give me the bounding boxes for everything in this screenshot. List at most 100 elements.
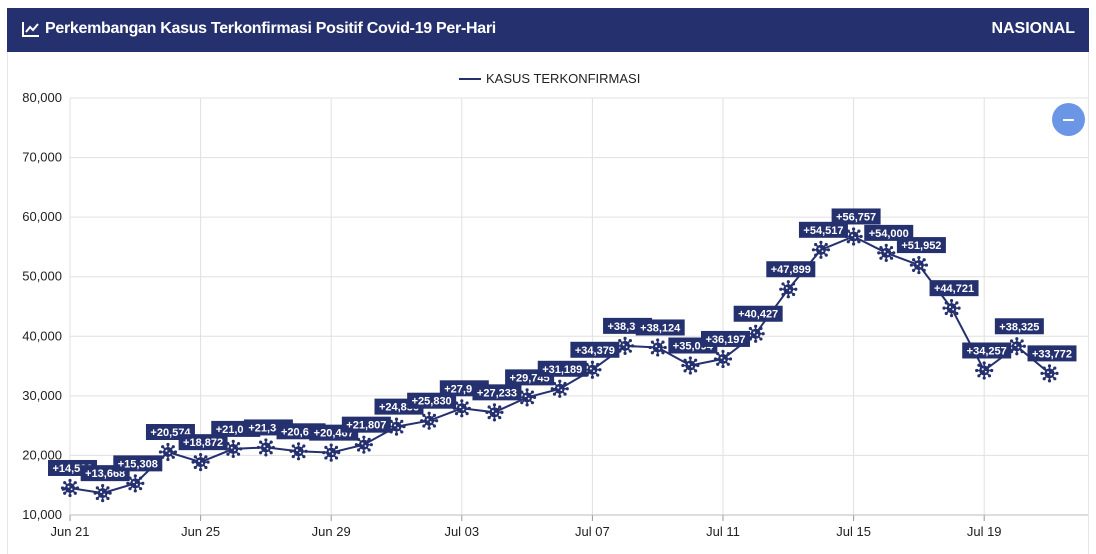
virus-icon[interactable] [877,243,896,262]
virus-icon[interactable] [1040,364,1059,383]
data-label: +40,427 [733,305,783,322]
data-label: +36,197 [701,330,750,347]
y-tick-label: 30,000 [22,388,62,403]
x-tick-label: Jul 07 [575,524,610,539]
data-label: +31,189 [537,360,587,377]
y-tick-label: 50,000 [22,269,62,284]
virus-icon[interactable] [942,299,961,318]
virus-icon[interactable] [811,240,831,259]
virus-icon[interactable] [485,403,504,422]
data-label-box [570,341,620,358]
virus-icon[interactable] [713,349,733,369]
virus-icon[interactable] [583,360,602,379]
data-label-text: +21,807 [346,420,386,432]
data-label-box [341,416,391,433]
y-tick-label: 70,000 [22,150,62,165]
virus-icon[interactable] [648,338,667,357]
data-label: +25,830 [407,392,457,409]
data-label-text: +27,233 [477,387,517,399]
y-tick-label: 60,000 [22,209,62,224]
y-tick-label: 20,000 [22,447,62,462]
data-label: +38,124 [635,319,685,336]
data-label-text: +47,899 [771,264,811,276]
virus-icon[interactable] [779,280,798,299]
data-label: +15,308 [113,455,163,472]
virus-icon[interactable] [1007,337,1026,356]
data-label-text: +54,517 [803,225,843,237]
virus-icon[interactable] [158,442,178,462]
chart-title: Perkembangan Kasus Terkonfirmasi Positif… [45,20,496,37]
data-label-box [635,319,685,336]
x-tick-label: Jul 19 [967,524,1002,539]
virus-icon[interactable] [60,478,80,498]
virus-icon[interactable] [322,443,341,462]
virus-icon[interactable] [681,356,700,375]
data-label-text: +15,308 [118,458,158,470]
data-label-text: +25,830 [412,396,452,408]
virus-icon[interactable] [354,435,373,454]
data-label-box [766,261,816,278]
data-label-text: +36,197 [705,334,745,346]
virus-icon[interactable] [191,453,210,472]
virus-icon[interactable] [289,442,308,461]
data-label: +47,899 [766,261,816,278]
data-label-box [1027,345,1077,362]
virus-icon[interactable] [420,411,439,430]
data-label: +21,807 [341,416,391,433]
legend[interactable]: KASUS TERKONFIRMASI [459,71,640,86]
data-label-box [994,318,1044,335]
data-label: +51,952 [896,237,946,254]
data-label-text: +54,000 [869,228,909,240]
data-label-box [407,392,457,409]
data-label-box [733,305,783,322]
data-label-box [896,237,946,254]
data-label: +34,257 [962,342,1012,359]
virus-icon[interactable] [550,379,569,398]
region-label[interactable]: NASIONAL [991,20,1075,37]
chart-panel: 10,000 20,000 30,000 40,000 50,000 60,000 70,0… [7,52,1089,554]
virus-icon[interactable] [93,484,112,503]
data-label-box [472,384,522,401]
line-chart: 10,000 20,000 30,000 40,000 50,000 60,000 70,0… [22,71,1088,539]
x-tick-label: Jul 03 [444,524,479,539]
x-tick-label: Jun 29 [312,524,351,539]
data-label-text: +31,189 [542,364,582,376]
x-tick-label: Jun 21 [50,524,89,539]
data-label: +34,379 [570,341,620,358]
data-label-text: +56,757 [836,211,876,223]
data-label-text: +34,379 [575,345,615,357]
data-label-box [831,208,881,225]
data-label-box [962,342,1012,359]
data-label: +56,757 [831,208,881,225]
data-label-box [864,224,914,241]
y-tick-label: 40,000 [22,328,62,343]
data-label: +54,000 [864,224,914,241]
data-label: +27,233 [472,384,522,401]
data-label-text: +18,872 [183,437,223,449]
data-label-box [929,280,979,297]
data-label-text: +51,952 [901,240,941,252]
virus-icon[interactable] [224,439,243,459]
data-label-text: +44,721 [934,283,974,295]
virus-icon[interactable] [746,324,765,343]
virus-icon[interactable] [909,255,929,275]
series-line [61,235,1051,495]
data-label-box [701,330,750,347]
data-label-box [798,221,848,238]
data-label: +18,872 [178,434,228,451]
x-tick-label: Jul 11 [706,524,740,539]
data-label-text: +33,772 [1032,348,1072,360]
x-tick-label: Jun 25 [181,524,220,539]
data-label-text: +40,427 [738,309,778,321]
data-label: +54,517 [798,221,848,238]
virus-icon[interactable] [975,361,994,380]
legend-label: KASUS TERKONFIRMASI [486,71,640,86]
chart-header: Perkembangan Kasus Terkonfirmasi Positif… [7,8,1089,52]
data-label-text: +34,257 [967,345,1007,357]
virus-icon[interactable] [256,438,275,457]
zoom-out-button[interactable] [1052,103,1085,136]
minus-icon [1063,119,1074,121]
data-label-box [537,360,587,377]
data-label-box [113,455,163,472]
y-tick-label: 80,000 [22,90,62,105]
